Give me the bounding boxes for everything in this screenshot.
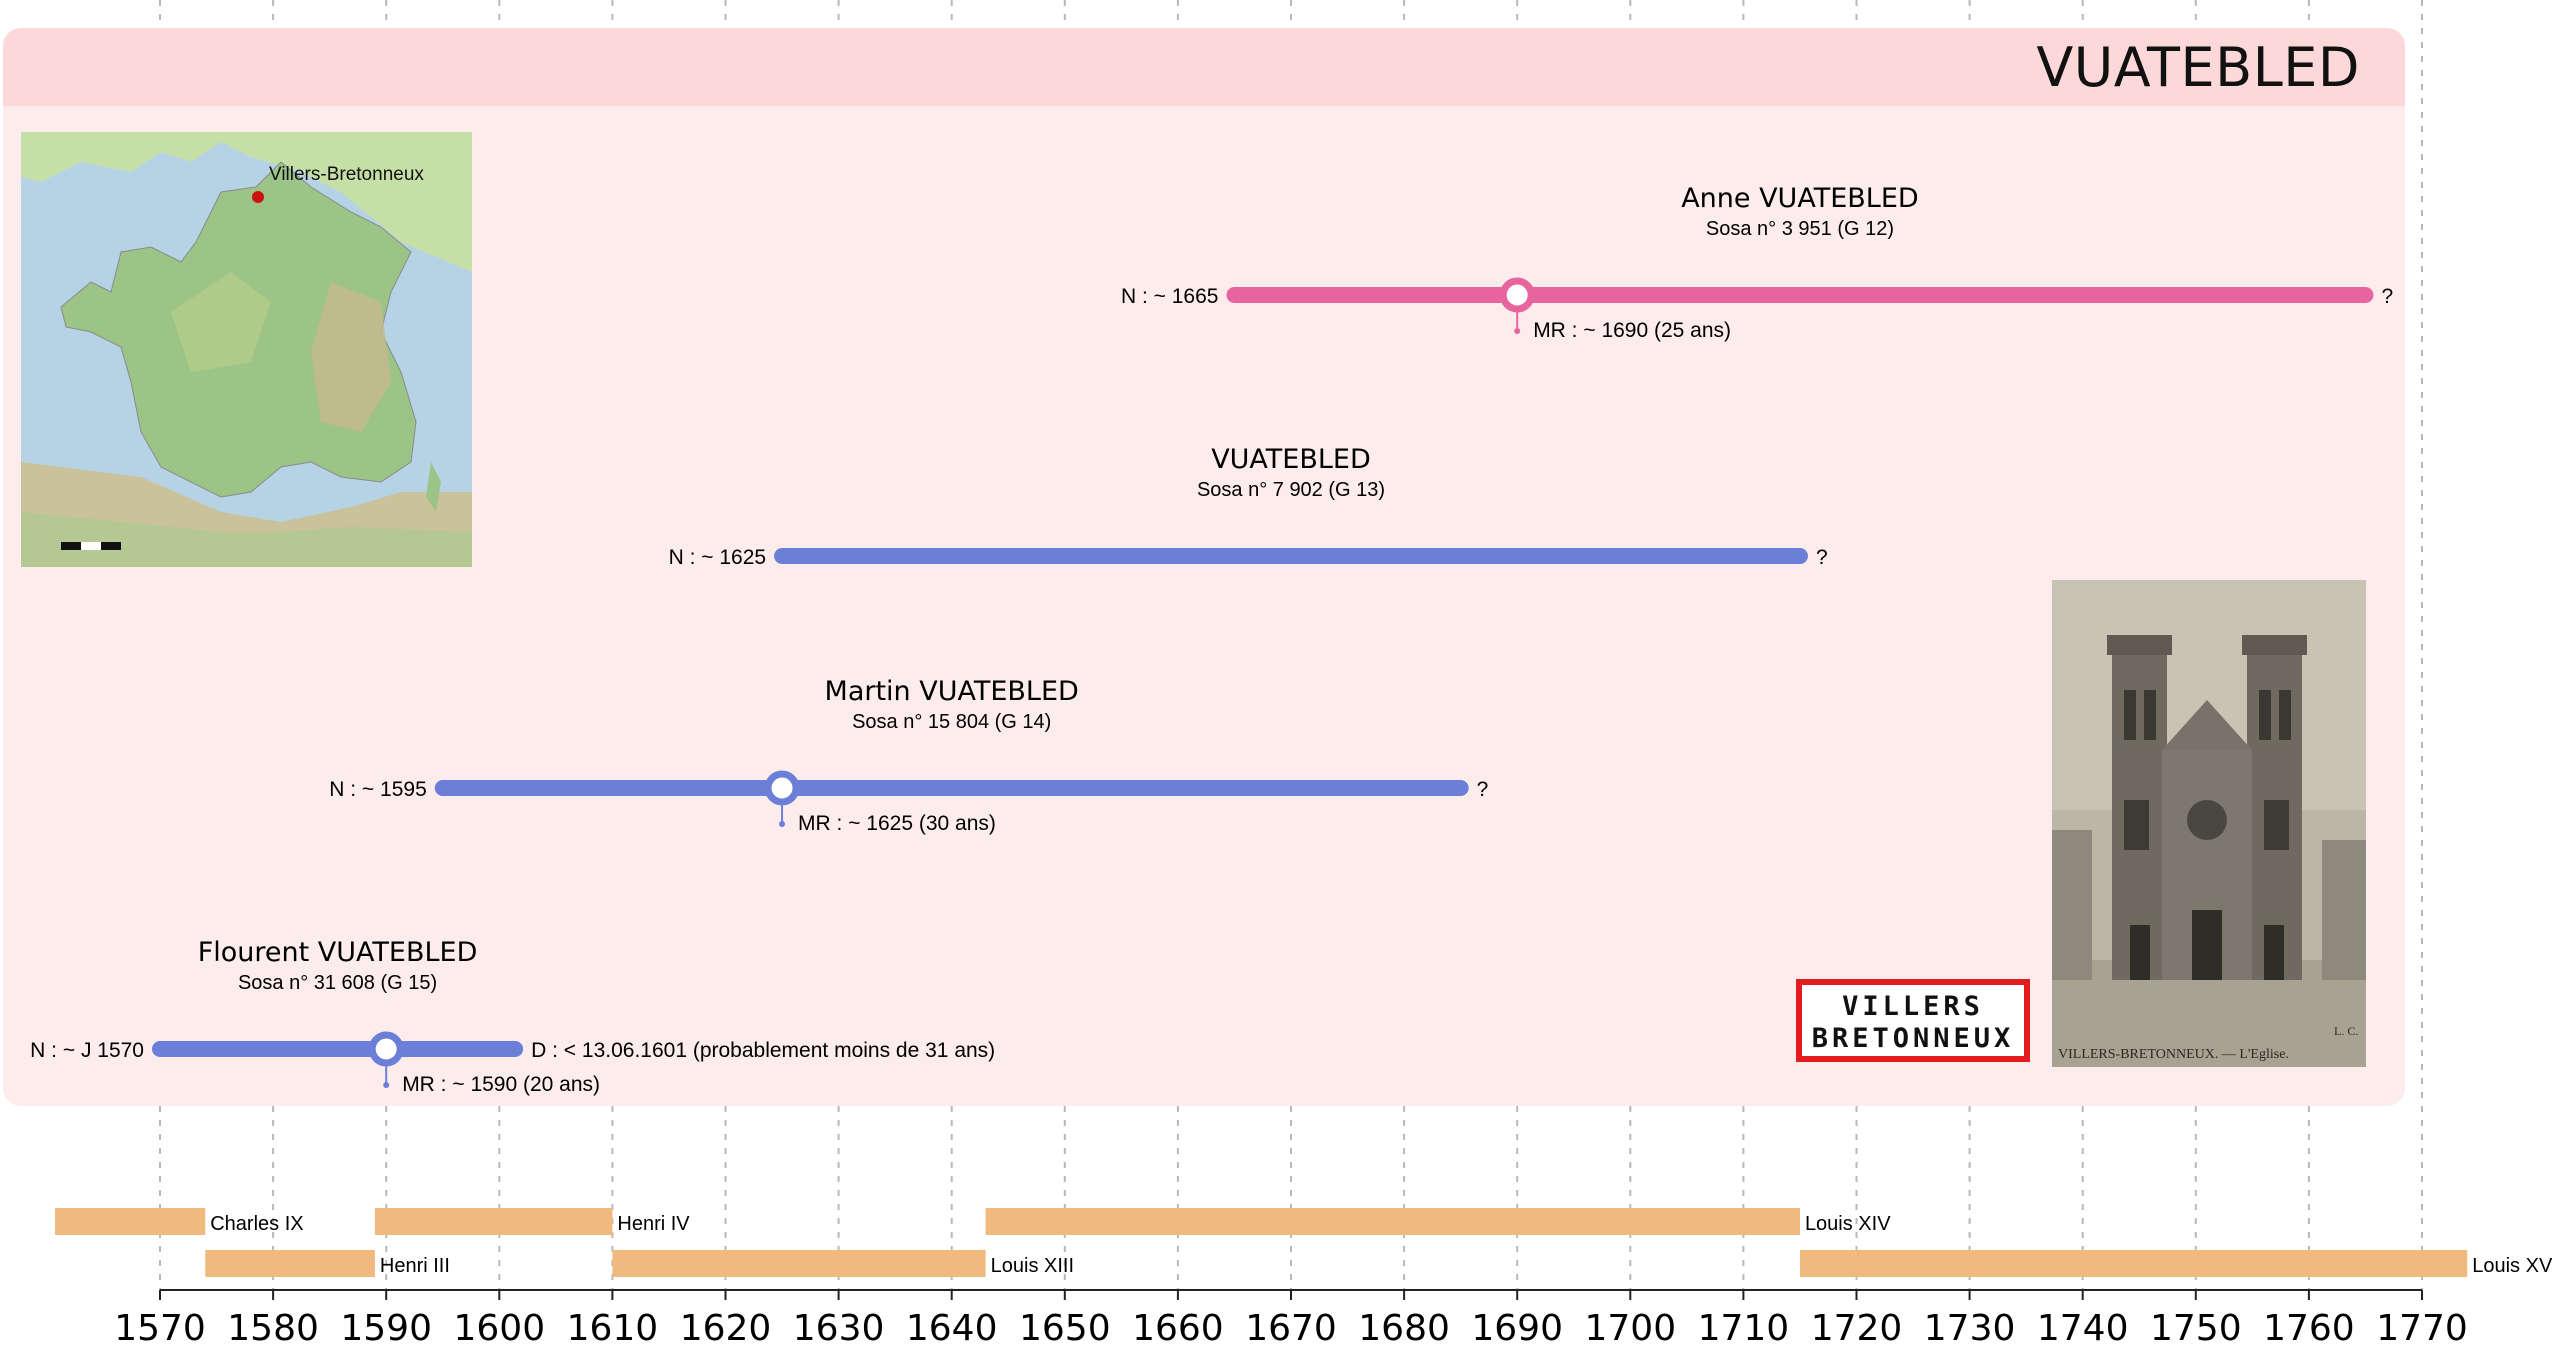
reign-label: Louis XIV [1805,1213,1891,1235]
reign-label: Louis XIII [991,1255,1074,1277]
town-sign-line-1: VILLERS [1842,991,1984,1022]
end-label: D : < 13.06.1601 (probablement moins de … [531,1039,995,1062]
x-tick-label: 1680 [1358,1308,1450,1349]
family-title: VUATEBLED [2036,36,2360,99]
person-sosa: Sosa n° 31 608 (G 15) [238,972,437,994]
postcard-caption: VILLERS-BRETONNEUX. — L'Eglise. [2058,1047,2289,1062]
birth-label: N : ~ 1595 [329,778,426,801]
reign-bar [205,1250,375,1277]
person-sosa: Sosa n° 15 804 (G 14) [852,711,1051,733]
family-panel: VUATEBLED [3,28,2405,1106]
marriage-label: MR : ~ 1590 (20 ans) [402,1073,600,1096]
x-tick-label: 1690 [1471,1308,1563,1349]
reign-bar [1799,1250,2468,1277]
town-sign: VILLERS BRETONNEUX [1796,979,2030,1062]
marriage-label: MR : ~ 1625 (30 ans) [798,812,996,835]
person-name: VUATEBLED [1211,444,1371,475]
marriage-stem-dot [779,821,786,827]
reign-bar [985,1208,1800,1235]
person-sosa: Sosa n° 7 902 (G 13) [1197,479,1385,501]
x-tick-label: 1660 [1132,1308,1224,1349]
reign-label: Henri III [380,1255,450,1277]
person-sosa: Sosa n° 3 951 (G 12) [1706,218,1894,240]
x-tick-label: 1580 [227,1308,319,1349]
map-place-label: Villers-Bretonneux [269,164,424,185]
x-tick-label: 1670 [1245,1308,1337,1349]
person-name: Flourent VUATEBLED [198,937,478,968]
x-tick-label: 1570 [114,1308,206,1349]
location-marker [252,191,264,203]
x-tick-label: 1620 [680,1308,772,1349]
marriage-stem-dot [1514,328,1521,334]
x-tick-label: 1640 [906,1308,998,1349]
birth-label: N : ~ 1665 [1121,285,1218,308]
x-tick-label: 1750 [2150,1308,2242,1349]
x-tick-label: 1600 [453,1308,545,1349]
x-tick-label: 1740 [2037,1308,2129,1349]
end-label: ? [1816,546,1828,569]
marriage-label: MR : ~ 1690 (25 ans) [1533,319,1731,342]
reign-bar [55,1208,206,1235]
postcard-corner-mark: L. C. [2334,1024,2358,1038]
marriage-marker [764,770,800,806]
panel-header: VUATEBLED [3,28,2405,106]
church-postcard-image: VILLERS-BRETONNEUX. — L'Eglise. L. C. [2052,580,2366,1067]
reign-label: Louis XV [2472,1255,2553,1277]
marriage-stem-dot [383,1082,390,1088]
person-name: Martin VUATEBLED [825,676,1079,707]
x-tick-label: 1610 [567,1308,659,1349]
x-tick-label: 1630 [793,1308,885,1349]
birth-label: N : ~ 1625 [669,546,766,569]
reign-label: Charles IX [210,1213,303,1235]
reign-bar [612,1250,986,1277]
marriage-marker [368,1031,404,1067]
reign-label: Henri IV [617,1213,690,1235]
x-tick-label: 1710 [1698,1308,1790,1349]
x-tick-label: 1720 [1811,1308,1903,1349]
person-name: Anne VUATEBLED [1681,183,1918,214]
marriage-marker [1499,277,1535,313]
x-tick-label: 1650 [1019,1308,1111,1349]
x-tick-label: 1760 [2263,1308,2355,1349]
x-tick-label: 1730 [1924,1308,2016,1349]
x-tick-label: 1700 [1584,1308,1676,1349]
x-tick-label: 1590 [340,1308,432,1349]
birth-label: N : ~ J 1570 [30,1039,144,1062]
x-tick-label: 1770 [2376,1308,2468,1349]
reign-bar [374,1208,613,1235]
town-sign-line-2: BRETONNEUX [1811,1023,2015,1054]
france-map-image: Villers-Bretonneux [21,132,472,567]
end-label: ? [2381,285,2393,308]
end-label: ? [1477,778,1489,801]
